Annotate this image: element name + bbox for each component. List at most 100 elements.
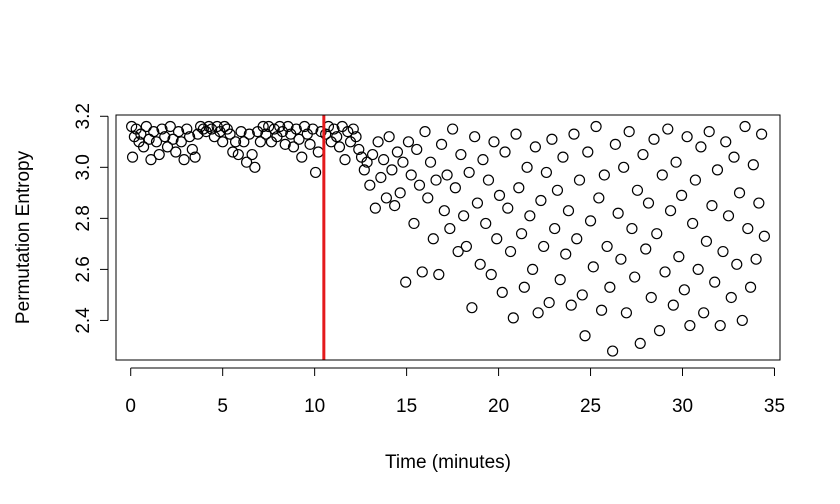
data-point bbox=[331, 131, 343, 143]
data-point bbox=[510, 128, 522, 140]
data-point bbox=[653, 325, 666, 337]
data-point bbox=[579, 330, 591, 342]
data-point bbox=[419, 125, 431, 138]
data-point bbox=[402, 136, 415, 148]
x-tick-label: 10 bbox=[304, 396, 325, 417]
data-point bbox=[642, 197, 655, 209]
data-point bbox=[172, 125, 185, 138]
data-point bbox=[758, 230, 770, 242]
data-point bbox=[515, 228, 528, 240]
data-point bbox=[383, 131, 395, 143]
data-point bbox=[466, 302, 478, 314]
data-point bbox=[400, 276, 412, 288]
data-point bbox=[455, 148, 467, 161]
data-point bbox=[529, 141, 541, 153]
data-point bbox=[675, 189, 688, 201]
data-point bbox=[637, 148, 649, 161]
data-point bbox=[507, 312, 519, 324]
data-point bbox=[257, 120, 269, 133]
data-point bbox=[342, 125, 354, 138]
data-point bbox=[687, 217, 699, 230]
data-point bbox=[499, 146, 511, 158]
data-point bbox=[700, 235, 713, 247]
data-point bbox=[397, 156, 409, 168]
x-axis-label: Time (minutes) bbox=[385, 452, 511, 473]
data-point bbox=[593, 192, 605, 204]
data-point bbox=[378, 154, 390, 166]
y-tick-label: 2.8 bbox=[73, 205, 94, 231]
data-point bbox=[590, 120, 602, 133]
data-point bbox=[739, 120, 751, 133]
data-point bbox=[673, 251, 685, 263]
data-point bbox=[391, 146, 404, 158]
data-point bbox=[651, 228, 663, 240]
data-point bbox=[458, 210, 470, 222]
data-point bbox=[640, 243, 652, 255]
x-tick-label: 15 bbox=[396, 396, 417, 417]
data-point bbox=[361, 156, 373, 168]
data-point bbox=[438, 205, 450, 217]
data-point bbox=[150, 136, 163, 148]
data-point bbox=[328, 123, 340, 135]
data-point bbox=[366, 148, 379, 161]
data-point bbox=[733, 187, 746, 199]
data-point bbox=[474, 258, 486, 270]
data-point bbox=[731, 258, 743, 270]
data-point bbox=[756, 128, 768, 140]
data-point bbox=[488, 136, 500, 148]
data-point bbox=[725, 291, 737, 304]
data-point bbox=[413, 179, 426, 191]
data-point bbox=[502, 202, 514, 214]
data-point bbox=[441, 169, 453, 181]
data-point bbox=[140, 120, 152, 133]
data-point bbox=[615, 253, 627, 265]
data-point bbox=[620, 307, 633, 319]
data-point bbox=[595, 304, 608, 316]
data-point bbox=[189, 151, 201, 163]
data-point bbox=[496, 286, 508, 298]
x-tick-label: 30 bbox=[672, 396, 693, 417]
data-point bbox=[268, 123, 280, 135]
data-point bbox=[181, 123, 193, 135]
plot-frame bbox=[115, 114, 781, 361]
data-point bbox=[667, 299, 679, 311]
data-point bbox=[161, 141, 174, 153]
data-point bbox=[170, 146, 182, 158]
x-tick-label: 5 bbox=[217, 396, 228, 417]
data-point bbox=[753, 197, 765, 209]
data-point bbox=[571, 233, 583, 245]
data-point bbox=[347, 123, 359, 135]
data-point bbox=[513, 182, 525, 194]
y-tick-label: 2.6 bbox=[73, 256, 94, 282]
y-axis: 2.4 2.6 2.8 3.0 3.2 bbox=[73, 103, 109, 334]
data-point bbox=[186, 143, 198, 156]
data-point bbox=[562, 205, 575, 217]
data-point bbox=[240, 156, 253, 168]
data-point bbox=[607, 345, 619, 357]
data-point bbox=[183, 131, 196, 143]
data-point bbox=[717, 245, 729, 258]
data-point bbox=[695, 141, 707, 153]
x-tick-label: 20 bbox=[488, 396, 509, 417]
data-point bbox=[645, 291, 657, 304]
data-point bbox=[532, 307, 544, 319]
data-point bbox=[576, 289, 588, 301]
data-point bbox=[126, 151, 139, 163]
data-point bbox=[598, 169, 610, 181]
data-point bbox=[524, 210, 536, 222]
data-point bbox=[698, 307, 710, 319]
data-point bbox=[260, 128, 272, 140]
data-point bbox=[408, 217, 420, 230]
points-layer bbox=[126, 120, 770, 357]
data-point bbox=[659, 266, 671, 278]
data-point bbox=[582, 146, 594, 158]
data-point bbox=[433, 268, 445, 281]
y-axis-label: Permutation Entropy bbox=[13, 150, 34, 324]
data-point bbox=[460, 240, 472, 253]
data-point bbox=[452, 245, 464, 258]
data-point bbox=[287, 141, 300, 153]
data-point bbox=[557, 151, 569, 163]
y-tick-label: 2.4 bbox=[73, 307, 94, 334]
data-point bbox=[538, 240, 550, 253]
data-point bbox=[560, 248, 572, 260]
